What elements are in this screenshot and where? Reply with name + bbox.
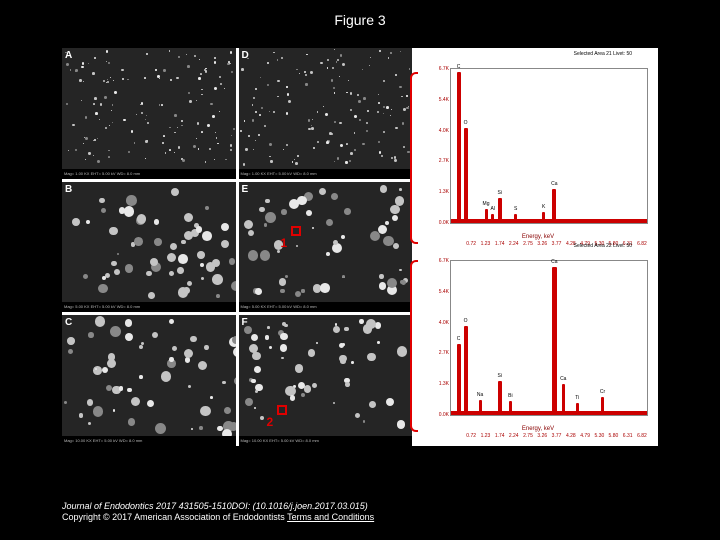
peak-bar [479,400,482,415]
sem-panel-D: D Mag= 1.00 KX EHT= 5.00 kV WD= 8.0 mm [239,48,413,179]
peak-bar [498,381,502,415]
spectra-column: Selected Area 21 Livet: 50 6.7K5.4K4.0K2… [418,48,658,446]
spectrum-2: Selected Area 22 Livet: 50 6.7K5.4K4.0K2… [424,258,652,434]
figure-container: A Mag= 1.00 KX EHT= 5.00 kV WD= 8.0 mm D Ma… [62,48,658,446]
citation-copyright: Copyright © 2017 American Association of… [62,512,287,522]
sem-panel-C: C Mag= 10.00 KX EHT= 5.00 kV WD= 8.0 mm [62,315,236,446]
x-axis-label: Energy, keV [522,426,554,432]
peak-label: C [457,64,461,70]
peak-bar [509,401,512,415]
sem-panel-E: E 1 Mag= 5.00 KX EHT= 5.00 kV WD= 8.0 mm [239,182,413,313]
peak-bar [464,326,468,415]
sem-panel-B: B Mag= 5.00 KX EHT= 5.00 kV WD= 8.0 mm [62,182,236,313]
panel-letter: F [242,317,248,328]
panel-letter: B [65,184,72,195]
panel-letter: D [242,50,249,61]
peak-bar [485,209,488,223]
sem-caption: Mag= 10.00 KX EHT= 5.00 kV WD= 8.0 mm [62,436,236,446]
peak-label: Na [477,392,483,398]
chart-box: 6.7K5.4K4.0K2.7K1.3K0.0K COMgAlSiSKCa 0.… [450,68,648,224]
panel-letter: E [242,184,249,195]
peak-label: Ca [560,376,566,382]
peak-bar [542,212,545,223]
sem-panel-F: F 2 Mag= 10.00 KX EHT= 5.00 kV WD= 8.0 mm [239,315,413,446]
panel-letter: A [65,50,72,61]
sem-panel-grid: A Mag= 1.00 KX EHT= 5.00 kV WD= 8.0 mm D Ma… [62,48,412,446]
citation-footer: Journal of Endodontics 2017 431505-1510D… [62,501,374,524]
sem-caption: Mag= 1.00 KX EHT= 5.00 kV WD= 8.0 mm [62,169,236,179]
peak-label: S [514,206,517,212]
peak-label: K [542,204,545,210]
sem-caption: Mag= 10.00 KX EHT= 5.00 kV WD= 8.0 mm [239,436,413,446]
peaks: COMgAlSiSKCa [451,69,647,223]
peak-label: Mg [483,201,490,207]
chart-box: 6.7K5.4K4.0K2.7K1.3K0.0K CONaSiBiCaCaTiC… [450,260,648,416]
bracket-bottom [410,260,418,432]
sem-caption: Mag= 5.00 KX EHT= 5.00 kV WD= 8.0 mm [62,302,236,312]
peak-label: Cr [600,389,605,395]
peak-label: Ca [551,181,557,187]
peak-label: C [457,336,461,342]
roi-label: 2 [267,415,274,429]
bracket-top [410,72,418,244]
peak-bar [457,72,461,223]
peak-bar [576,403,579,415]
peak-label: Ca [551,259,557,265]
citation-line1: Journal of Endodontics 2017 431505-1510D… [62,501,368,511]
peak-bar [562,384,565,415]
peak-bar [491,214,494,223]
spectrum-header: Selected Area 21 Livet: 50 [574,52,632,58]
peak-bar [464,128,468,223]
figure-title: Figure 3 [0,0,720,28]
peak-label: O [464,120,468,126]
peak-label: Bi [508,393,512,399]
roi-label: 1 [281,236,288,250]
spectrum-header: Selected Area 22 Livet: 50 [574,244,632,250]
sem-caption: Mag= 5.00 KX EHT= 5.00 kV WD= 8.0 mm [239,302,413,312]
x-axis-label: Energy, keV [522,234,554,240]
roi-box-2 [277,405,287,415]
peak-label: O [464,318,468,324]
peak-bar [498,198,502,223]
spectrum-1: Selected Area 21 Livet: 50 6.7K5.4K4.0K2… [424,66,652,242]
sem-panel-A: A Mag= 1.00 KX EHT= 5.00 kV WD= 8.0 mm [62,48,236,179]
terms-link[interactable]: Terms and Conditions [287,512,374,522]
peak-label: Si [497,373,501,379]
peak-bar [601,397,604,415]
peak-bar [457,344,461,415]
peak-bar [514,214,517,223]
panel-letter: C [65,317,72,328]
peaks: C O Na Si Bi Ca Ca Ti Cr [451,261,647,415]
peak-bar [552,189,556,223]
peak-label: Ti [575,395,579,401]
baseline [451,219,647,223]
sem-caption: Mag= 1.00 KX EHT= 5.00 kV WD= 8.0 mm [239,169,413,179]
peak-label: Al [490,206,494,212]
peak-bar [552,267,557,415]
peak-label: Si [497,190,501,196]
roi-box-1 [291,226,301,236]
